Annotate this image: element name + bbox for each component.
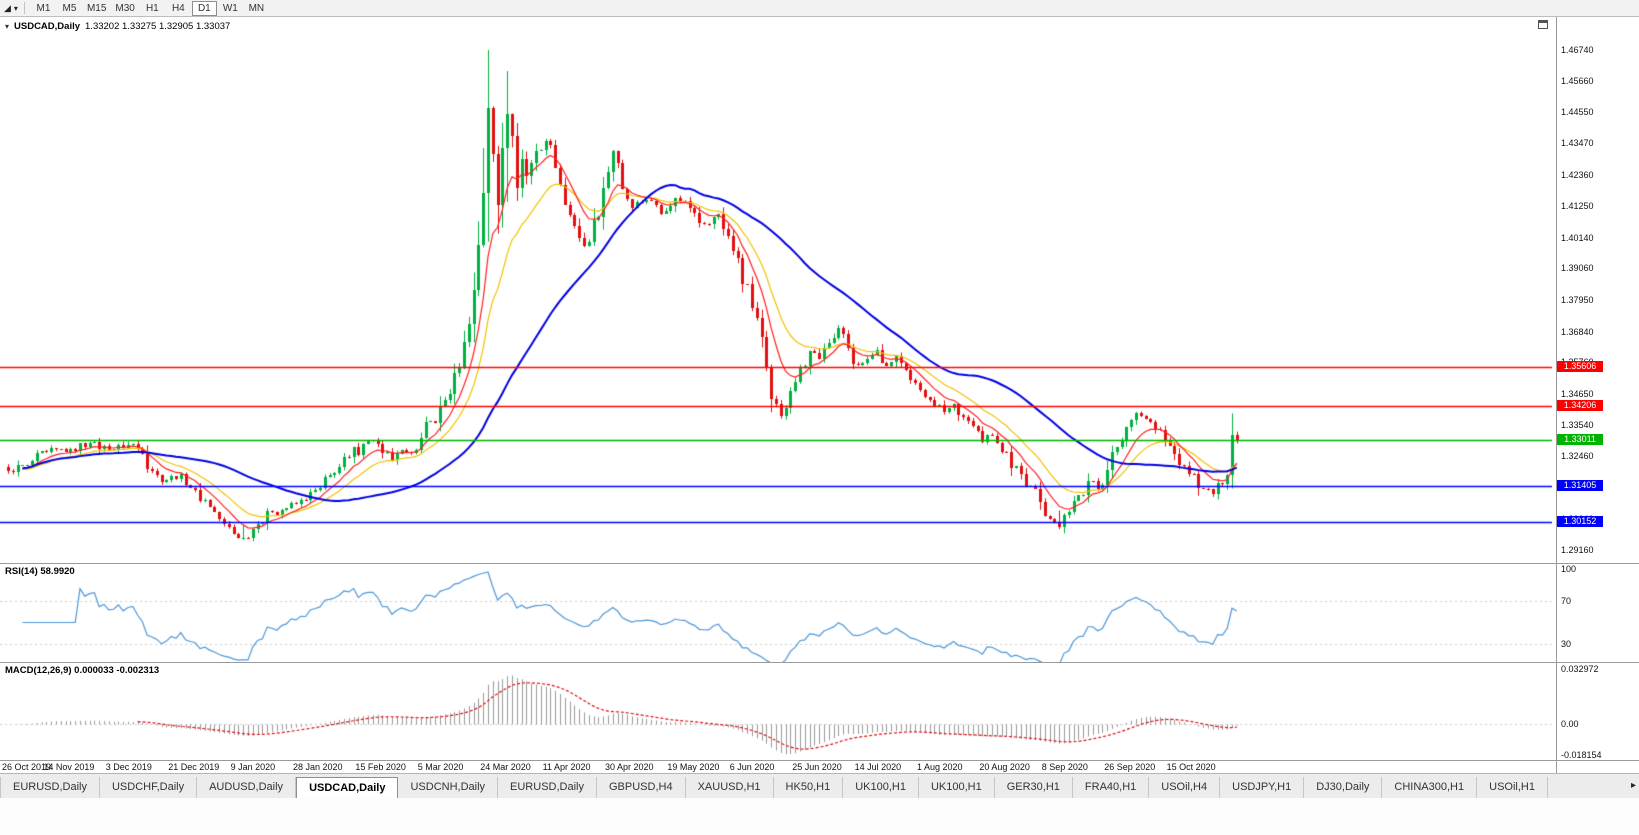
dropdown-arrow-icon[interactable]: ▾ (13, 3, 18, 13)
hline-price-label: 1.30152 (1557, 515, 1603, 527)
date-axis-label: 20 Aug 2020 (979, 762, 1030, 772)
timeframe-button-H1[interactable]: H1 (140, 1, 165, 16)
price-axis-label: 1.40140 (1561, 232, 1594, 243)
rsi-canvas[interactable] (0, 563, 1639, 662)
price-axis-label: 1.32460 (1561, 451, 1594, 462)
date-axis-label: 14 Jul 2020 (854, 762, 902, 772)
price-axis-label: 1.39060 (1561, 263, 1594, 274)
date-axis-label: 14 Nov 2019 (43, 762, 95, 772)
date-axis-label: 5 Mar 2020 (417, 762, 464, 772)
pane-separator[interactable] (0, 563, 1639, 564)
date-axis-label: 6 Jun 2020 (729, 762, 775, 772)
top-toolbar: ◢ ▾ M1 M5 M15 M30 H1 H4 D1 W1 MN (0, 0, 1639, 17)
price-axis-label: 1.41250 (1561, 201, 1594, 212)
chart-tab-GBPUSD-H4[interactable]: GBPUSD,H4 (597, 777, 686, 798)
rsi-level-label: 70 (1561, 596, 1572, 607)
price-axis-label: 1.36840 (1561, 326, 1594, 337)
date-axis-label: 30 Apr 2020 (605, 762, 654, 772)
timeframe-button-H4[interactable]: H4 (166, 1, 191, 16)
hline-price-label: 1.35606 (1557, 360, 1603, 372)
hline-price-label: 1.31405 (1557, 480, 1603, 492)
chart-mode-icon[interactable]: ◢ (4, 2, 11, 13)
timeframe-button-M5[interactable]: M5 (57, 1, 82, 16)
macd-axis-label: 0.032972 (1561, 664, 1599, 674)
timeframe-button-M1[interactable]: M1 (31, 1, 56, 16)
chart-ohlc-values: 1.33202 1.33275 1.32905 1.33037 (85, 21, 231, 32)
chart-window: ▾ USDCAD,Daily 1.33202 1.33275 1.32905 1… (0, 17, 1639, 773)
date-axis-label: 25 Jun 2020 (792, 762, 842, 772)
chart-tab-AUDUSD-Daily[interactable]: AUDUSD,Daily (197, 777, 297, 798)
chart-tab-bar: EURUSD,Daily USDCHF,Daily AUDUSD,Daily USDC… (0, 773, 1639, 798)
status-bar (0, 798, 1639, 835)
date-axis-label: 26 Oct 2019 (2, 762, 52, 772)
price-axis-label: 1.33540 (1561, 420, 1594, 431)
date-axis-label: 3 Dec 2019 (105, 762, 152, 772)
chart-tab-USDCHF-Daily[interactable]: USDCHF,Daily (100, 777, 198, 798)
chart-tab-USOil-H4[interactable]: USOil,H4 (1149, 777, 1221, 798)
chart-tab-USDJPY-H1[interactable]: USDJPY,H1 (1220, 777, 1305, 798)
macd-label: MACD(12,26,9) 0.000033 -0.002313 (5, 665, 160, 676)
timeframe-button-W1[interactable]: W1 (218, 1, 243, 16)
chart-tab-UK100-H1[interactable]: UK100,H1 (919, 777, 995, 798)
main-chart-canvas[interactable] (0, 17, 1639, 563)
timeframe-button-M30[interactable]: M30 (111, 1, 138, 16)
date-axis-label: 15 Feb 2020 (355, 762, 406, 772)
date-axis-label: 9 Jan 2020 (230, 762, 276, 772)
pane-separator (0, 760, 1639, 761)
date-axis-label: 11 Apr 2020 (542, 762, 591, 772)
tab-scroll-right-icon[interactable]: ▸ (1630, 780, 1636, 791)
chart-symbol-title: USDCAD,Daily (14, 21, 81, 32)
price-axis-label: 1.34650 (1561, 388, 1594, 399)
date-axis-label: 19 May 2020 (667, 762, 720, 772)
date-axis-label: 8 Sep 2020 (1041, 762, 1088, 772)
timeframe-button-D1[interactable]: D1 (191, 0, 217, 16)
timeframe-button-MN[interactable]: MN (244, 1, 269, 16)
chart-tab-DJ30-Daily[interactable]: DJ30,Daily (1304, 777, 1383, 798)
toolbar-separator (23, 2, 25, 14)
rsi-label: RSI(14) 58.9920 (5, 566, 75, 577)
timeframe-button-M15[interactable]: M15 (83, 1, 110, 16)
pane-separator[interactable] (0, 662, 1639, 663)
price-axis-label: 1.42360 (1561, 169, 1594, 180)
date-axis-label: 15 Oct 2020 (1166, 762, 1216, 772)
price-axis-label: 1.37950 (1561, 294, 1594, 305)
chart-tab-CHINA300-H1[interactable]: CHINA300,H1 (1382, 777, 1478, 798)
chart-tab-USDCAD-Daily[interactable]: USDCAD,Daily (296, 777, 399, 798)
chart-tab-USDCNH-Daily[interactable]: USDCNH,Daily (398, 777, 499, 798)
chart-tab-GER30-H1[interactable]: GER30,H1 (995, 777, 1073, 798)
chart-tab-HK50-H1[interactable]: HK50,H1 (774, 777, 844, 798)
macd-canvas[interactable] (0, 662, 1639, 760)
price-axis-label: 1.44550 (1561, 107, 1594, 118)
chart-tab-EURUSD-Daily[interactable]: EURUSD,Daily (0, 777, 100, 798)
price-axis-label: 1.46740 (1561, 45, 1594, 55)
macd-axis-label: 0.00 (1561, 719, 1579, 730)
chart-tab-XAUUSD-H1[interactable]: XAUUSD,H1 (686, 777, 774, 798)
chart-tab-UK100-H1[interactable]: UK100,H1 (843, 777, 919, 798)
rsi-level-label: 30 (1561, 638, 1572, 649)
restore-window-icon[interactable] (1538, 20, 1548, 29)
price-axis-label: 1.43470 (1561, 138, 1594, 148)
date-axis-label: 28 Jan 2020 (293, 762, 343, 772)
chart-tab-FRA40-H1[interactable]: FRA40,H1 (1073, 777, 1150, 798)
timeframe-button-group: M1 M5 M15 M30 H1 H4 D1 W1 MN (31, 0, 269, 16)
hline-price-label: 1.34206 (1557, 400, 1603, 412)
date-axis-label: 24 Mar 2020 (480, 762, 531, 772)
price-axis-label: 1.29160 (1561, 544, 1594, 555)
macd-axis-label: -0.018154 (1561, 749, 1602, 760)
rsi-level-label: 100 (1561, 564, 1577, 574)
chart-title-row: ▾ USDCAD,Daily 1.33202 1.33275 1.32905 1… (5, 21, 230, 32)
date-axis-label: 26 Sep 2020 (1104, 762, 1156, 772)
chart-marker-icon: ▾ (5, 22, 10, 31)
date-axis-label: 21 Dec 2019 (168, 762, 220, 772)
date-axis-label: 1 Aug 2020 (917, 762, 963, 772)
price-axis-label: 1.45660 (1561, 75, 1594, 86)
chart-tabs: EURUSD,Daily USDCHF,Daily AUDUSD,Daily USDC… (0, 777, 1548, 798)
hline-price-label: 1.33011 (1557, 434, 1603, 446)
chart-tab-USOil-H1[interactable]: USOil,H1 (1477, 777, 1548, 798)
chart-tab-EURUSD-Daily[interactable]: EURUSD,Daily (498, 777, 597, 798)
price-axis-separator (1556, 17, 1557, 773)
